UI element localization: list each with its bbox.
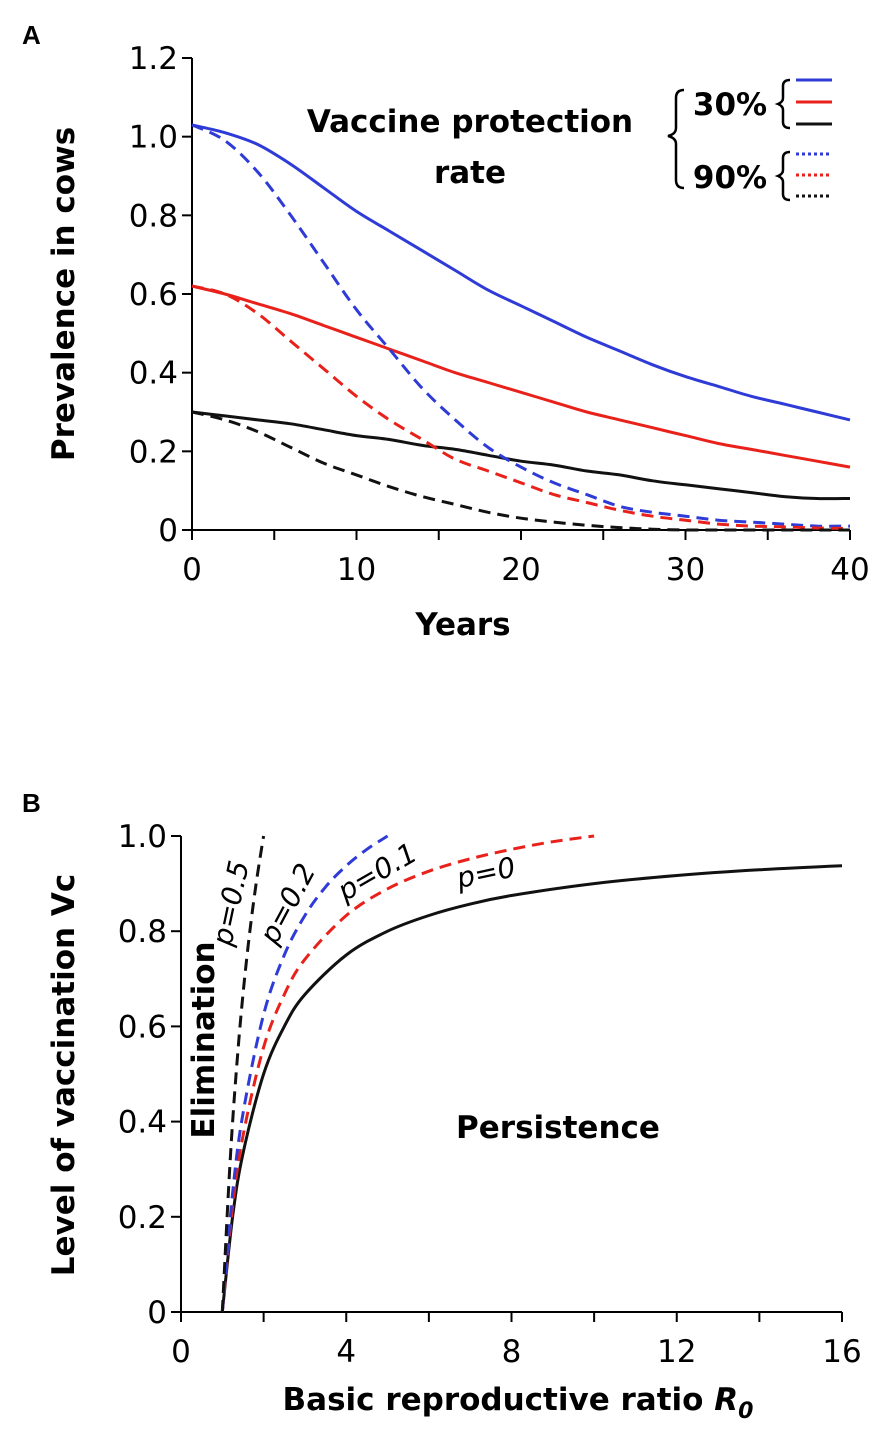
x-tick-label: 10 <box>337 552 376 588</box>
panel-a-x-axis-title: Years <box>414 607 510 643</box>
series-line-p-0 <box>220 864 843 1313</box>
x-tick-label: 16 <box>822 1334 861 1370</box>
y-tick-label: 1.0 <box>118 819 167 855</box>
y-tick-label: 0.4 <box>118 1105 167 1141</box>
series-line-90-red <box>191 284 851 530</box>
curve-label-p0: p=0 <box>453 850 519 895</box>
series-line-p-0-5 <box>220 835 266 1313</box>
y-tick-label: 0.8 <box>118 914 167 950</box>
y-tick-label: 0 <box>158 513 178 549</box>
legend: 30% 90% <box>667 78 832 202</box>
panel-b-x-axis-subscript: 0 <box>738 1399 753 1424</box>
y-tick-label: 0.6 <box>129 277 178 313</box>
panel-b-curves <box>220 834 843 1313</box>
annotation-line-1: Vaccine protection <box>307 104 633 140</box>
legend-outer-brace <box>667 88 685 190</box>
series-line-90-black <box>191 410 850 532</box>
y-tick-label: 0.4 <box>129 356 178 392</box>
y-tick-label: 1.0 <box>129 120 178 156</box>
x-tick-label: 30 <box>666 552 705 588</box>
y-tick-label: 0 <box>147 1295 167 1331</box>
legend-label-30: 30% <box>693 87 767 123</box>
panel-label-a: A <box>22 20 41 50</box>
series-line-p-0-1 <box>220 834 595 1313</box>
panel-a-curves <box>191 123 851 532</box>
region-label-persistence: Persistence <box>456 1110 660 1146</box>
series-line-30-blue <box>191 123 851 422</box>
y-tick-label: 0.8 <box>129 198 178 234</box>
panel-a-ticks: 0 10 20 30 40 0 0.2 0.4 0.6 0.8 1.0 1.2 <box>129 41 870 588</box>
y-tick-label: 1.2 <box>129 41 178 77</box>
x-tick-label: 20 <box>501 552 540 588</box>
series-line-30-red <box>191 284 851 469</box>
x-tick-label: 0 <box>171 1334 191 1370</box>
x-tick-label: 12 <box>657 1334 696 1370</box>
x-tick-label: 0 <box>182 552 202 588</box>
panel-b-x-axis-title: Basic reproductive ratio R0 <box>283 1382 754 1424</box>
y-tick-label: 0.6 <box>118 1009 167 1045</box>
x-tick-label: 8 <box>502 1334 522 1370</box>
x-tick-label: 40 <box>830 552 869 588</box>
legend-brace-30 <box>774 78 791 130</box>
x-tick-label: 4 <box>336 1334 356 1370</box>
region-label-elimination: Elimination <box>186 941 222 1138</box>
y-tick-label: 0.2 <box>129 434 178 470</box>
panel-b-x-axis-title-text: Basic reproductive ratio <box>283 1382 704 1418</box>
series-line-30-black <box>191 410 851 501</box>
panel-b-ticks: 0 4 8 12 16 0 0.2 0.4 0.6 0.8 1.0 <box>118 819 862 1370</box>
y-tick-label: 0.2 <box>118 1200 167 1236</box>
series-line-p-0-2 <box>220 834 389 1313</box>
panel-b-y-axis-title: Level of vaccination Vc <box>46 874 82 1276</box>
legend-label-90: 90% <box>693 160 767 196</box>
legend-brace-90 <box>774 150 791 202</box>
series-line-90-blue <box>191 123 851 528</box>
curve-label-p05: p=0.5 <box>205 858 255 950</box>
curve-label-p01: p=0.1 <box>331 836 423 908</box>
panel-a-y-axis-title: Prevalence in cows <box>46 127 82 461</box>
panel-label-b: B <box>22 788 41 818</box>
panel-b-x-axis-symbol: R <box>714 1382 738 1418</box>
annotation-line-2: rate <box>434 155 506 191</box>
